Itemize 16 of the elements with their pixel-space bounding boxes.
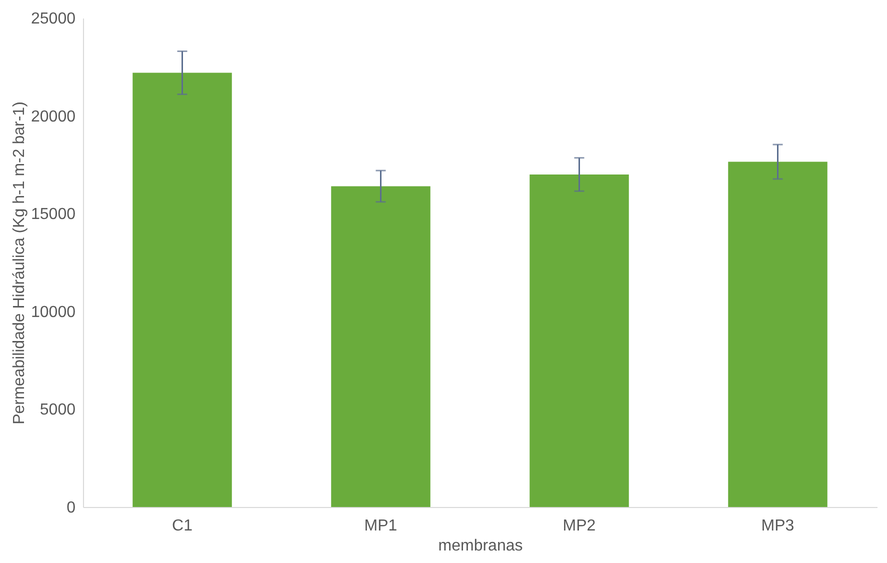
y-tick-label: 15000: [31, 206, 76, 224]
y-tick-label: 20000: [31, 108, 76, 126]
x-tick-label: MP2: [562, 518, 596, 534]
x-axis-title: membranas: [438, 538, 523, 554]
bar: [530, 174, 629, 507]
y-axis-title: Permeabilidade Hidráulica (Kg h-1 m-2 bar-1): [11, 102, 28, 424]
x-tick-label: C1: [172, 518, 193, 534]
y-tick-label: 25000: [31, 10, 76, 28]
x-tick-label: MP3: [761, 518, 794, 534]
bar: [728, 162, 828, 507]
bar: [132, 72, 232, 507]
bar: [331, 186, 430, 507]
y-tick-label: 5000: [40, 402, 76, 419]
y-tick-label: 0: [66, 500, 76, 516]
x-tick-label: MP1: [364, 518, 398, 534]
y-tick-label: 10000: [31, 304, 76, 321]
